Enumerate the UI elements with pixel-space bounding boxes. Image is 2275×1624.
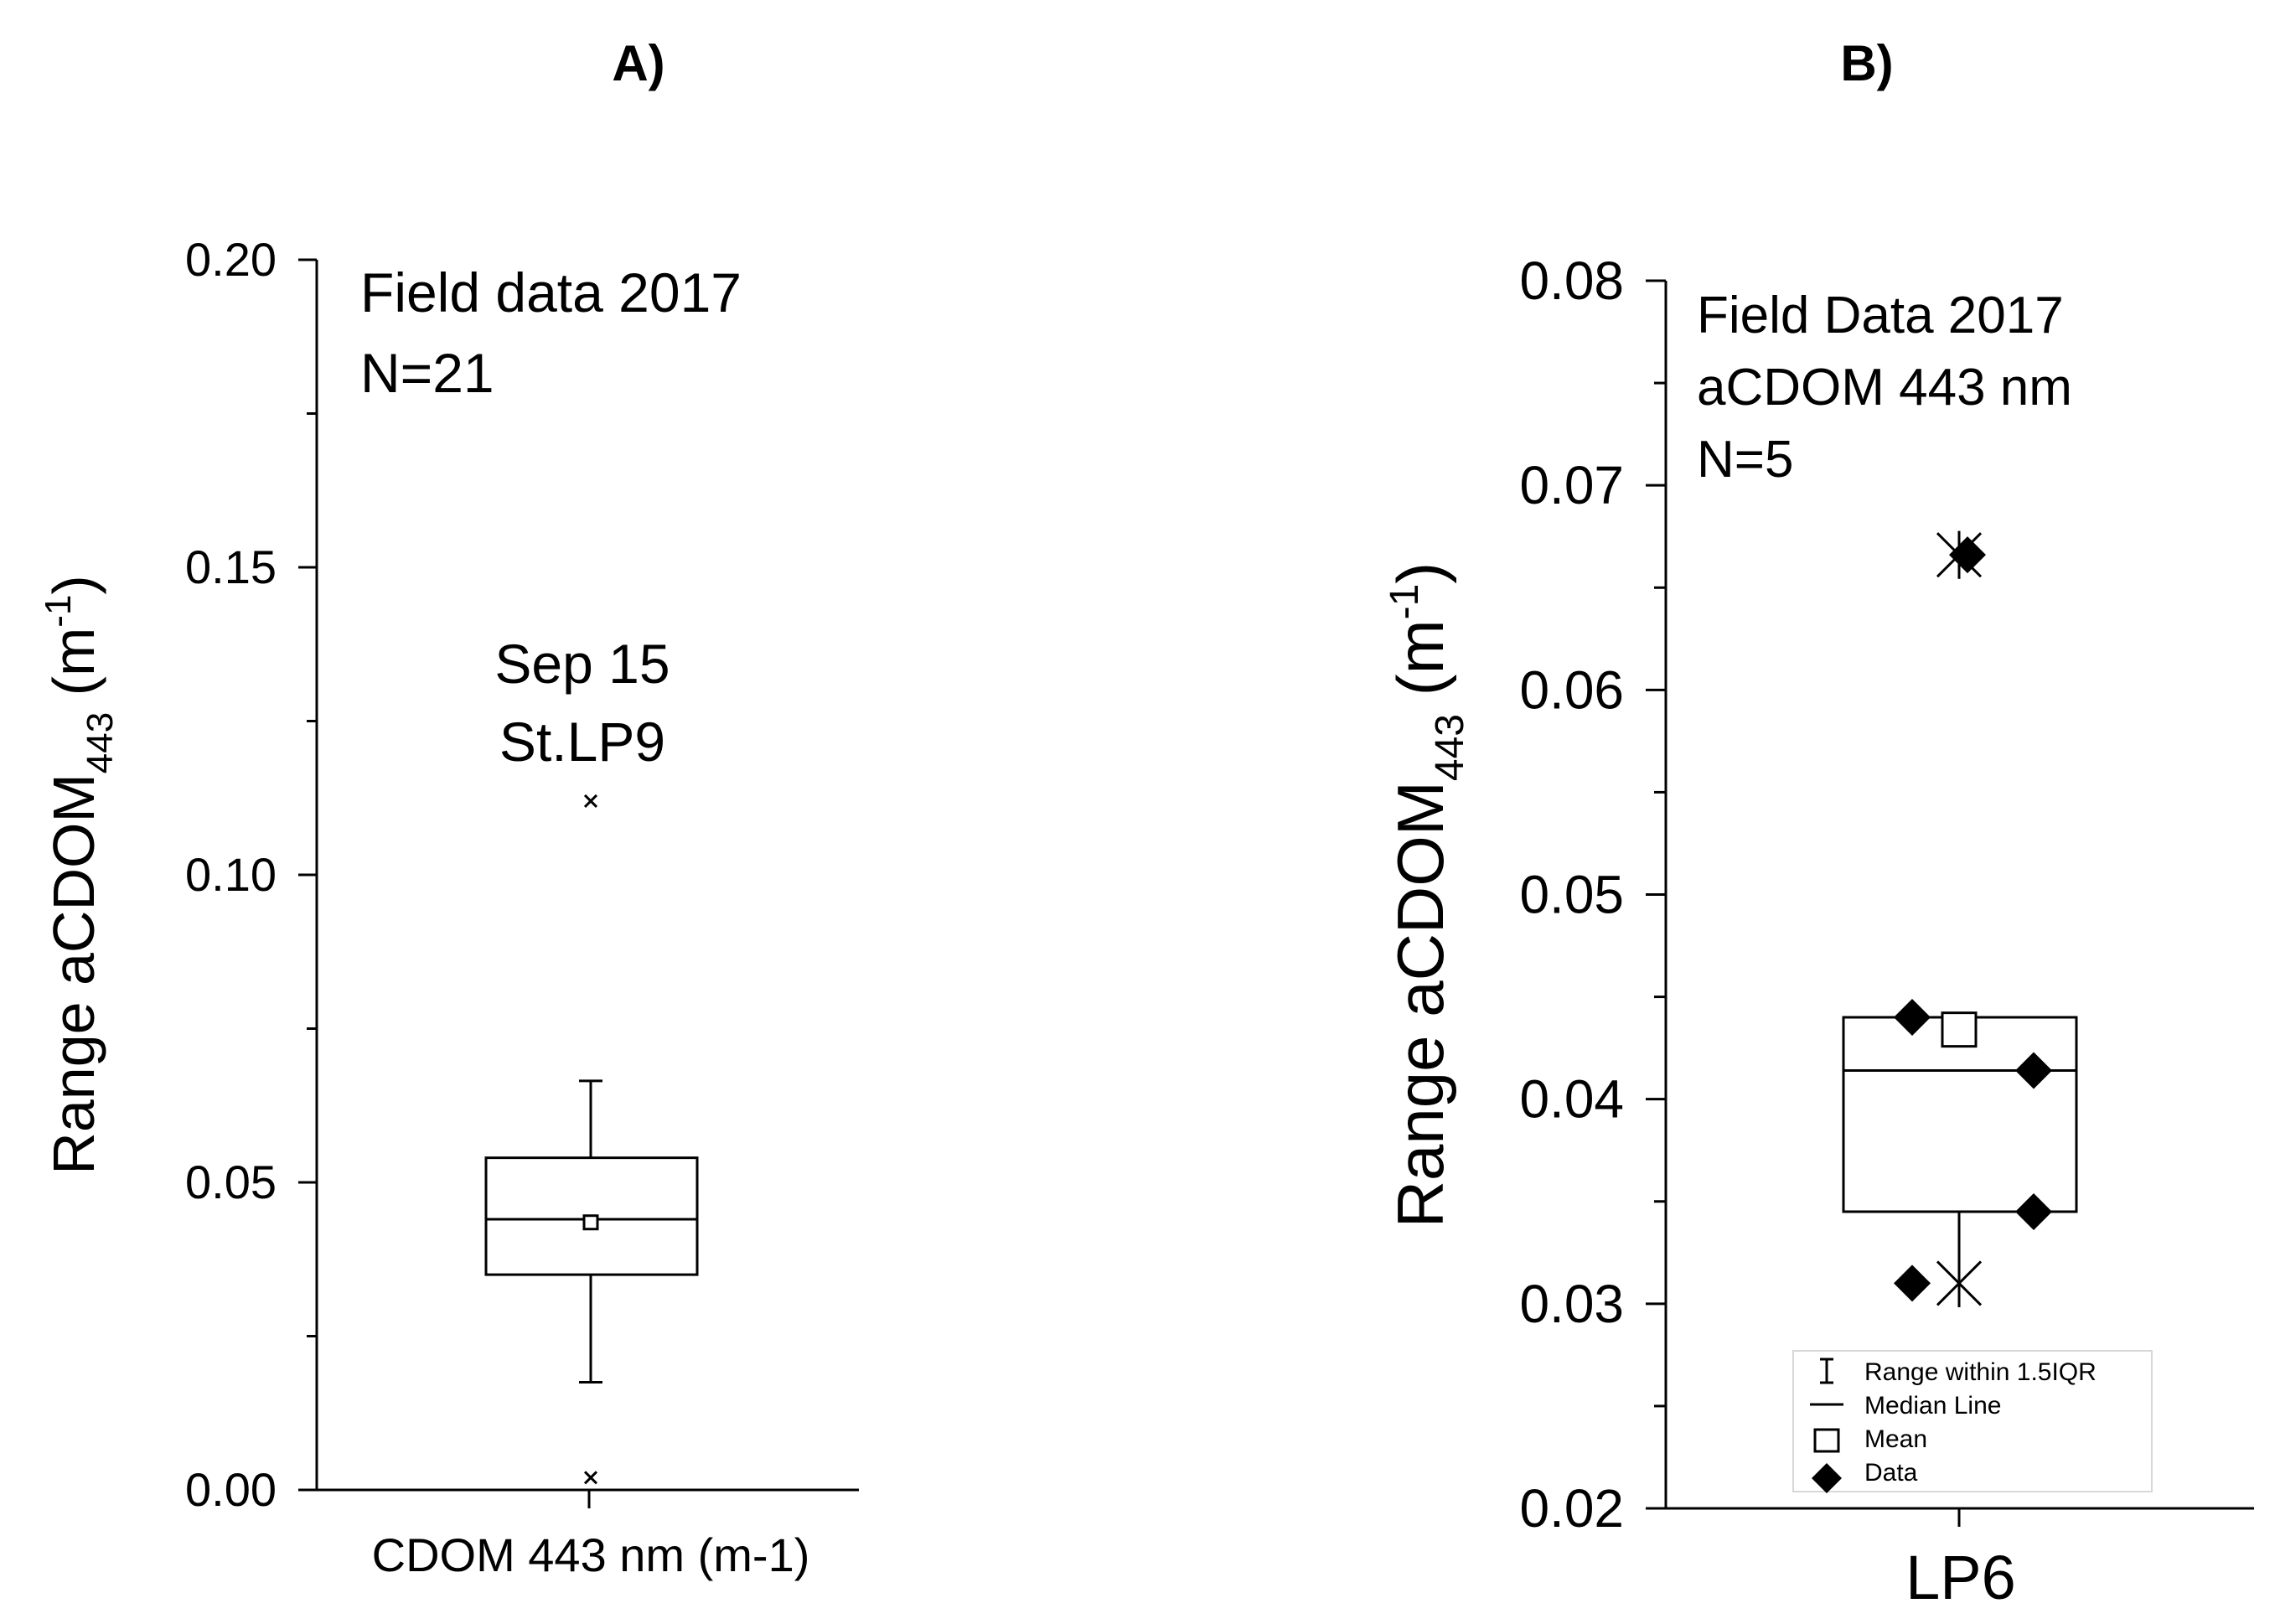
- panel-b-annotation-line-1: Field Data 2017: [1697, 287, 2064, 344]
- panel-a-label: A): [612, 35, 664, 91]
- panel-a-y-ticks: 0.00 0.05 0.10 0.15 0.20: [185, 233, 317, 1516]
- panel-a: A) 0.000.050.100.150.20 Field data 2017 …: [38, 35, 859, 1581]
- legend-mean-icon: [1813, 1428, 1840, 1453]
- y-tick-label: 0.05: [185, 1156, 277, 1208]
- mean-marker: [1941, 1011, 1978, 1048]
- panel-a-marks: [484, 794, 699, 1485]
- data-point: [2015, 1192, 2052, 1230]
- data-point: [1894, 1265, 1931, 1302]
- legend-entry-data: Data: [1864, 1459, 1918, 1487]
- panel-b-annotation-line-2: aCDOM 443 nm: [1697, 359, 2072, 416]
- data-point: [2015, 1052, 2052, 1089]
- panel-a-annotation-line-2: N=21: [360, 342, 494, 404]
- y-tick-label: 0.08: [1519, 251, 1624, 311]
- data-point: [1949, 536, 1986, 574]
- y-tick-label: 0.10: [185, 848, 277, 901]
- outlier-stroke: [583, 794, 598, 808]
- legend-range-icon: [1820, 1358, 1833, 1384]
- panel-a-annotation-line-1: Field data 2017: [360, 261, 742, 323]
- panel-b: B) 0.02 0.03 0.04 0.05 0.06 0.07 0.08 Field Da…: [1383, 35, 2254, 1612]
- y-tick-label: 0.20: [185, 233, 277, 286]
- box-iqr: [1842, 1016, 2078, 1213]
- y-tick-label: 0.03: [1519, 1274, 1624, 1334]
- panel-b-label: B): [1840, 35, 1893, 91]
- legend-entry-mean: Mean: [1864, 1425, 1927, 1453]
- outlier-marker: [583, 1471, 598, 1485]
- y-tick-label: 0.04: [1519, 1069, 1624, 1130]
- panel-b-annotation-line-3: N=5: [1697, 431, 1793, 489]
- data-point: [1894, 999, 1931, 1036]
- outlier-marker: [583, 794, 598, 808]
- panel-a-category-label: CDOM 443 nm (m-1): [372, 1528, 810, 1581]
- panel-b-legend: Range within 1.5IQR Median Line Mean Dat…: [1792, 1350, 2153, 1493]
- panel-b-category-label: LP6: [1905, 1543, 2016, 1612]
- y-tick-label: 0.00: [185, 1463, 277, 1516]
- y-tick-label: 0.06: [1519, 659, 1624, 720]
- legend-data-icon: [1812, 1463, 1842, 1493]
- panel-b-y-ticks: 0.02 0.03 0.04 0.05 0.06 0.07 0.08: [1519, 251, 1666, 1539]
- mean-marker: [582, 1214, 599, 1231]
- outlier-stroke: [583, 1471, 598, 1485]
- panel-b-y-axis-label: Range aCDOM443 (m-1): [1383, 562, 1472, 1228]
- legend-entry-range: Range within 1.5IQR: [1864, 1358, 2097, 1386]
- y-tick-label: 0.02: [1519, 1478, 1624, 1539]
- legend-entry-median: Median Line: [1864, 1392, 2001, 1420]
- y-tick-label: 0.05: [1519, 865, 1624, 925]
- panel-a-y-axis-label: Range aCDOM443 (m-1): [38, 575, 121, 1174]
- legend-frame: [1792, 1350, 2153, 1492]
- y-tick-label: 0.07: [1519, 455, 1624, 515]
- panel-a-outlier-annotation-line-1: Sep 15: [494, 633, 670, 695]
- panel-a-outlier-annotation-line-2: St.LP9: [499, 711, 665, 773]
- extreme-asterisk: [1936, 1259, 1983, 1308]
- y-tick-label: 0.15: [185, 540, 277, 593]
- panel-b-marks: [1842, 530, 2078, 1308]
